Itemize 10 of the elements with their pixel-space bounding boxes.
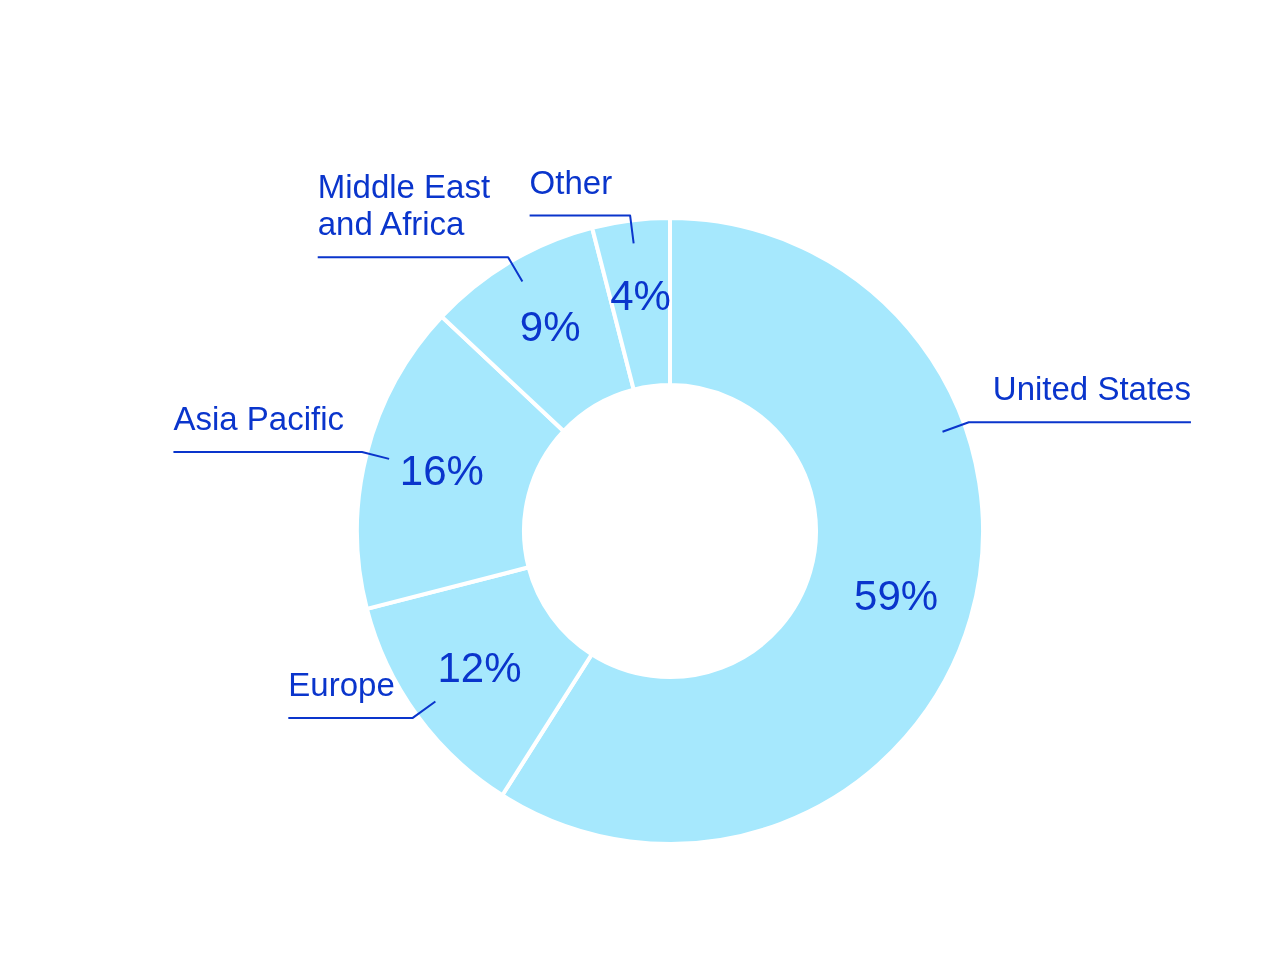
slice-label: United States	[992, 370, 1191, 408]
data-label: 12%	[437, 644, 522, 692]
data-label: 16%	[399, 447, 484, 495]
slice-label: Other	[529, 163, 613, 201]
slice-label: Europe	[288, 665, 395, 703]
slice-label: Middle East and Africa	[317, 168, 491, 243]
slice-label: Asia Pacific	[173, 399, 344, 437]
data-label: 59%	[854, 571, 939, 619]
data-label: 4%	[610, 272, 671, 320]
data-label: 9%	[519, 303, 581, 351]
